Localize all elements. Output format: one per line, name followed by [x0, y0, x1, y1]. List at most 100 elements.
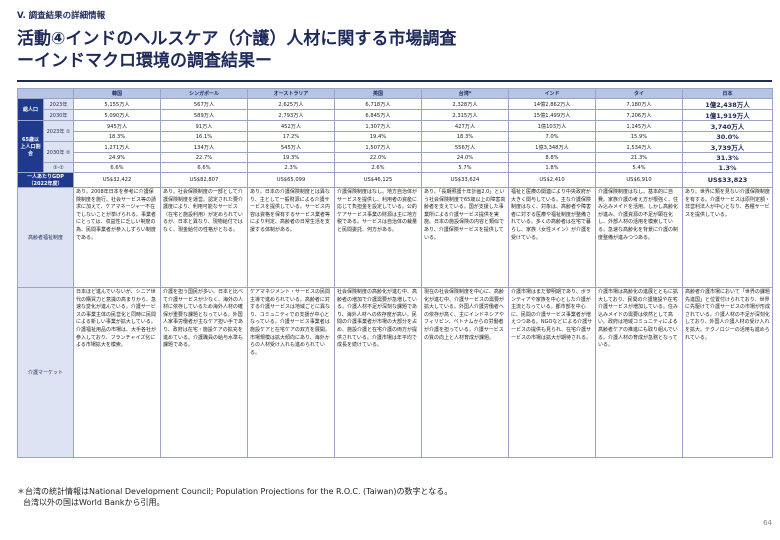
table-cell-japan: 30.0%: [682, 131, 773, 142]
table-cell: 1,145万人: [595, 120, 683, 132]
table-cell: 24.9%: [73, 152, 161, 163]
table-cell: 545万人: [247, 141, 335, 153]
table-cell: 1,271万人: [73, 141, 161, 153]
table-row: 18.3% 16.1% 17.2% 19.4% 18.3% 7.0% 15.9%…: [18, 131, 773, 142]
table-cell-text: あり。社会保険制度の一部として介護保険制度を運営。認定された要介護度により、利用…: [160, 187, 248, 288]
row-header-elderly: 65歳以上人口割合: [17, 120, 44, 173]
table-cell: 2.3%: [247, 162, 335, 173]
table-cell-japan: US$33,823: [682, 172, 773, 188]
market-comparison-table: 韓国 シンガポール オーストラリア 英国 台湾* インド タイ 日本 総人口 2…: [17, 88, 773, 458]
table-cell: 6,718万人: [334, 98, 422, 110]
row-subheader: 2023年: [43, 98, 74, 110]
country-header: シンガポール: [160, 88, 248, 99]
row-header-gdp: 一人あたりGDP（2022年度）: [17, 172, 74, 188]
table-row: 総人口 2023年 5,155万人 567万人 2,625万人 6,718万人 …: [17, 98, 773, 121]
table-cell: US$6,910: [595, 172, 683, 188]
table-cell: 134万人: [160, 141, 248, 153]
table-cell-text: あり。2008年日本を参考に介護保険制度を施行。社会サービス等の請求に加えて、ケ…: [73, 187, 161, 288]
table-cell: 6.6%: [160, 162, 248, 173]
table-cell: 945万人: [73, 120, 161, 132]
table-cell-text: 社会保険制度の高齢化が進む中、高齢者の増加で介護需要が急増している。介護人材不足…: [334, 287, 422, 458]
table-cell-text: 高齢者介護市場において「世界の課題先進国」と位置付けられており、世界に先駆けて介…: [682, 287, 773, 458]
table-cell-text: あり。世界に類を見ない介護保険制度を有する。介護サービスは原則定額・非営利法人が…: [682, 187, 773, 288]
table-cell: 1.8%: [508, 162, 596, 173]
table-cell: 19.3%: [247, 152, 335, 163]
row-header-care-market: 介護マーケット: [17, 287, 74, 458]
footnote-line: ＊台湾の統計情報はNational Development Council; P…: [17, 487, 453, 496]
row-header-total-pop: 総人口: [17, 98, 44, 121]
table-cell-japan: 31.3%: [682, 152, 773, 163]
table-cell: 2,625万人: [247, 98, 335, 110]
table-cell: US$82,807: [160, 172, 248, 188]
header-corner: [17, 88, 74, 99]
table-cell: 1億3,348万人: [508, 141, 596, 153]
header-row: 韓国 シンガポール オーストラリア 英国 台湾* インド タイ 日本: [17, 88, 773, 99]
table-cell: 427万人: [421, 120, 509, 132]
table-cell: 21.3%: [595, 152, 683, 163]
table-cell: 8.8%: [508, 152, 596, 163]
table-row: 介護マーケット 日本ほど進んでいないが、シニア世代の購買力と意識の高まりから、急…: [17, 287, 773, 458]
table-cell: 14億2,862万人: [508, 98, 596, 110]
table-cell-text: 介護保険制度はなし。基本的に自費。家族介護の考え方が根強く、住み込みメイドを活用…: [595, 187, 683, 288]
table-cell-japan: 3,740万人: [682, 120, 773, 132]
page-title: 活動④インドのヘルスケア（介護）人材に関する市場調査: [17, 29, 457, 49]
table-cell: 2,793万人: [247, 109, 335, 121]
country-header: 日本: [682, 88, 773, 99]
table-cell: 18.3%: [73, 131, 161, 142]
page-number: 64: [763, 519, 772, 527]
page-subtitle: ーインドマクロ環境の調査結果ー: [17, 51, 272, 71]
table-row: 65歳以上人口割合 2023年 ① 945万人 91万人 452万人 1,307…: [17, 120, 773, 173]
table-cell: US$2,410: [508, 172, 596, 188]
table-row: ②-① 6.6% 6.6% 2.3% 2.6% 5.7% 1.8% 5.4% 1…: [18, 162, 773, 173]
table-cell: 17.2%: [247, 131, 335, 142]
table-cell: 15億1,499万人: [508, 109, 596, 121]
table-cell: 6,845万人: [334, 109, 422, 121]
table-cell: 15.9%: [595, 131, 683, 142]
table-row: 2030年 5,090万人 589万人 2,793万人 6,845万人 2,31…: [18, 109, 773, 121]
table-cell: 18.3%: [421, 131, 509, 142]
table-cell: 7.0%: [508, 131, 596, 142]
table-cell: 91万人: [160, 120, 248, 132]
table-cell: US$65,099: [247, 172, 335, 188]
table-cell: 1億103万人: [508, 120, 596, 132]
country-header: オーストラリア: [247, 88, 335, 99]
country-header: インド: [508, 88, 596, 99]
table-cell: 5.4%: [595, 162, 683, 173]
table-cell: 2,328万人: [421, 98, 509, 110]
table-row: 24.9% 22.7% 19.3% 22.0% 24.0% 8.8% 21.3%…: [18, 152, 773, 163]
row-subheader: ②-①: [43, 162, 74, 173]
section-label: V. 調査結果の詳細情報: [17, 11, 106, 21]
country-header: 英国: [334, 88, 422, 99]
footnote-line: 台湾以外の国はWorld Bankから引用。: [23, 498, 165, 507]
country-header: タイ: [595, 88, 683, 99]
table-cell: 19.4%: [334, 131, 422, 142]
row-subheader: 2023年 ①: [43, 120, 74, 142]
table-cell-japan: 1億1,919万人: [682, 109, 773, 121]
table-cell: 6.6%: [73, 162, 161, 173]
table-cell: 2.6%: [334, 162, 422, 173]
table-cell-text: 日本ほど進んでいないが、シニア世代の購買力と意識の高まりから、急速な変化が進んで…: [73, 287, 161, 458]
table-cell: 567万人: [160, 98, 248, 110]
table-cell: 556万人: [421, 141, 509, 153]
table-row: 一人あたりGDP（2022年度） US$32,422 US$82,807 US$…: [17, 172, 773, 188]
table-cell: US$32,422: [73, 172, 161, 188]
table-cell-japan: 3,739万人: [682, 141, 773, 153]
row-subheader: 2030年: [43, 109, 74, 121]
title-divider: [17, 80, 772, 82]
table-cell: US$46,125: [334, 172, 422, 188]
table-cell-text: 介護保険制度はなし。地方自治体がサービスを提供し、利用者の資産に応じて負担金を設…: [334, 187, 422, 288]
table-cell-japan: 1.3%: [682, 162, 773, 173]
country-header: 韓国: [73, 88, 161, 99]
table-cell-text: 介護を担う国民が多い。日本と比べて介護サービスが少なく、海外の人材に依存している…: [160, 287, 248, 458]
table-cell: 24.0%: [421, 152, 509, 163]
table-cell: 589万人: [160, 109, 248, 121]
row-subheader: 2030年 ②: [43, 141, 74, 163]
table-cell: 2,315万人: [421, 109, 509, 121]
table-cell: 7,180万人: [595, 98, 683, 110]
table-cell: 1,307万人: [334, 120, 422, 132]
country-header: 台湾*: [421, 88, 509, 99]
table-cell-text: 介護市場は高齢化の進展とともに拡大しており、民間の介護施設や在宅介護サービスが増…: [595, 287, 683, 458]
table-cell-text: あり。日本の介護保険制度とは異なり、主として一般財源による介護サービスを提供して…: [247, 187, 335, 288]
table-cell-text: 介護市場はまだ黎明期であり、ボランティアや家族を中心とした介護が主流となっている…: [508, 287, 596, 458]
table-cell: 5.7%: [421, 162, 509, 173]
